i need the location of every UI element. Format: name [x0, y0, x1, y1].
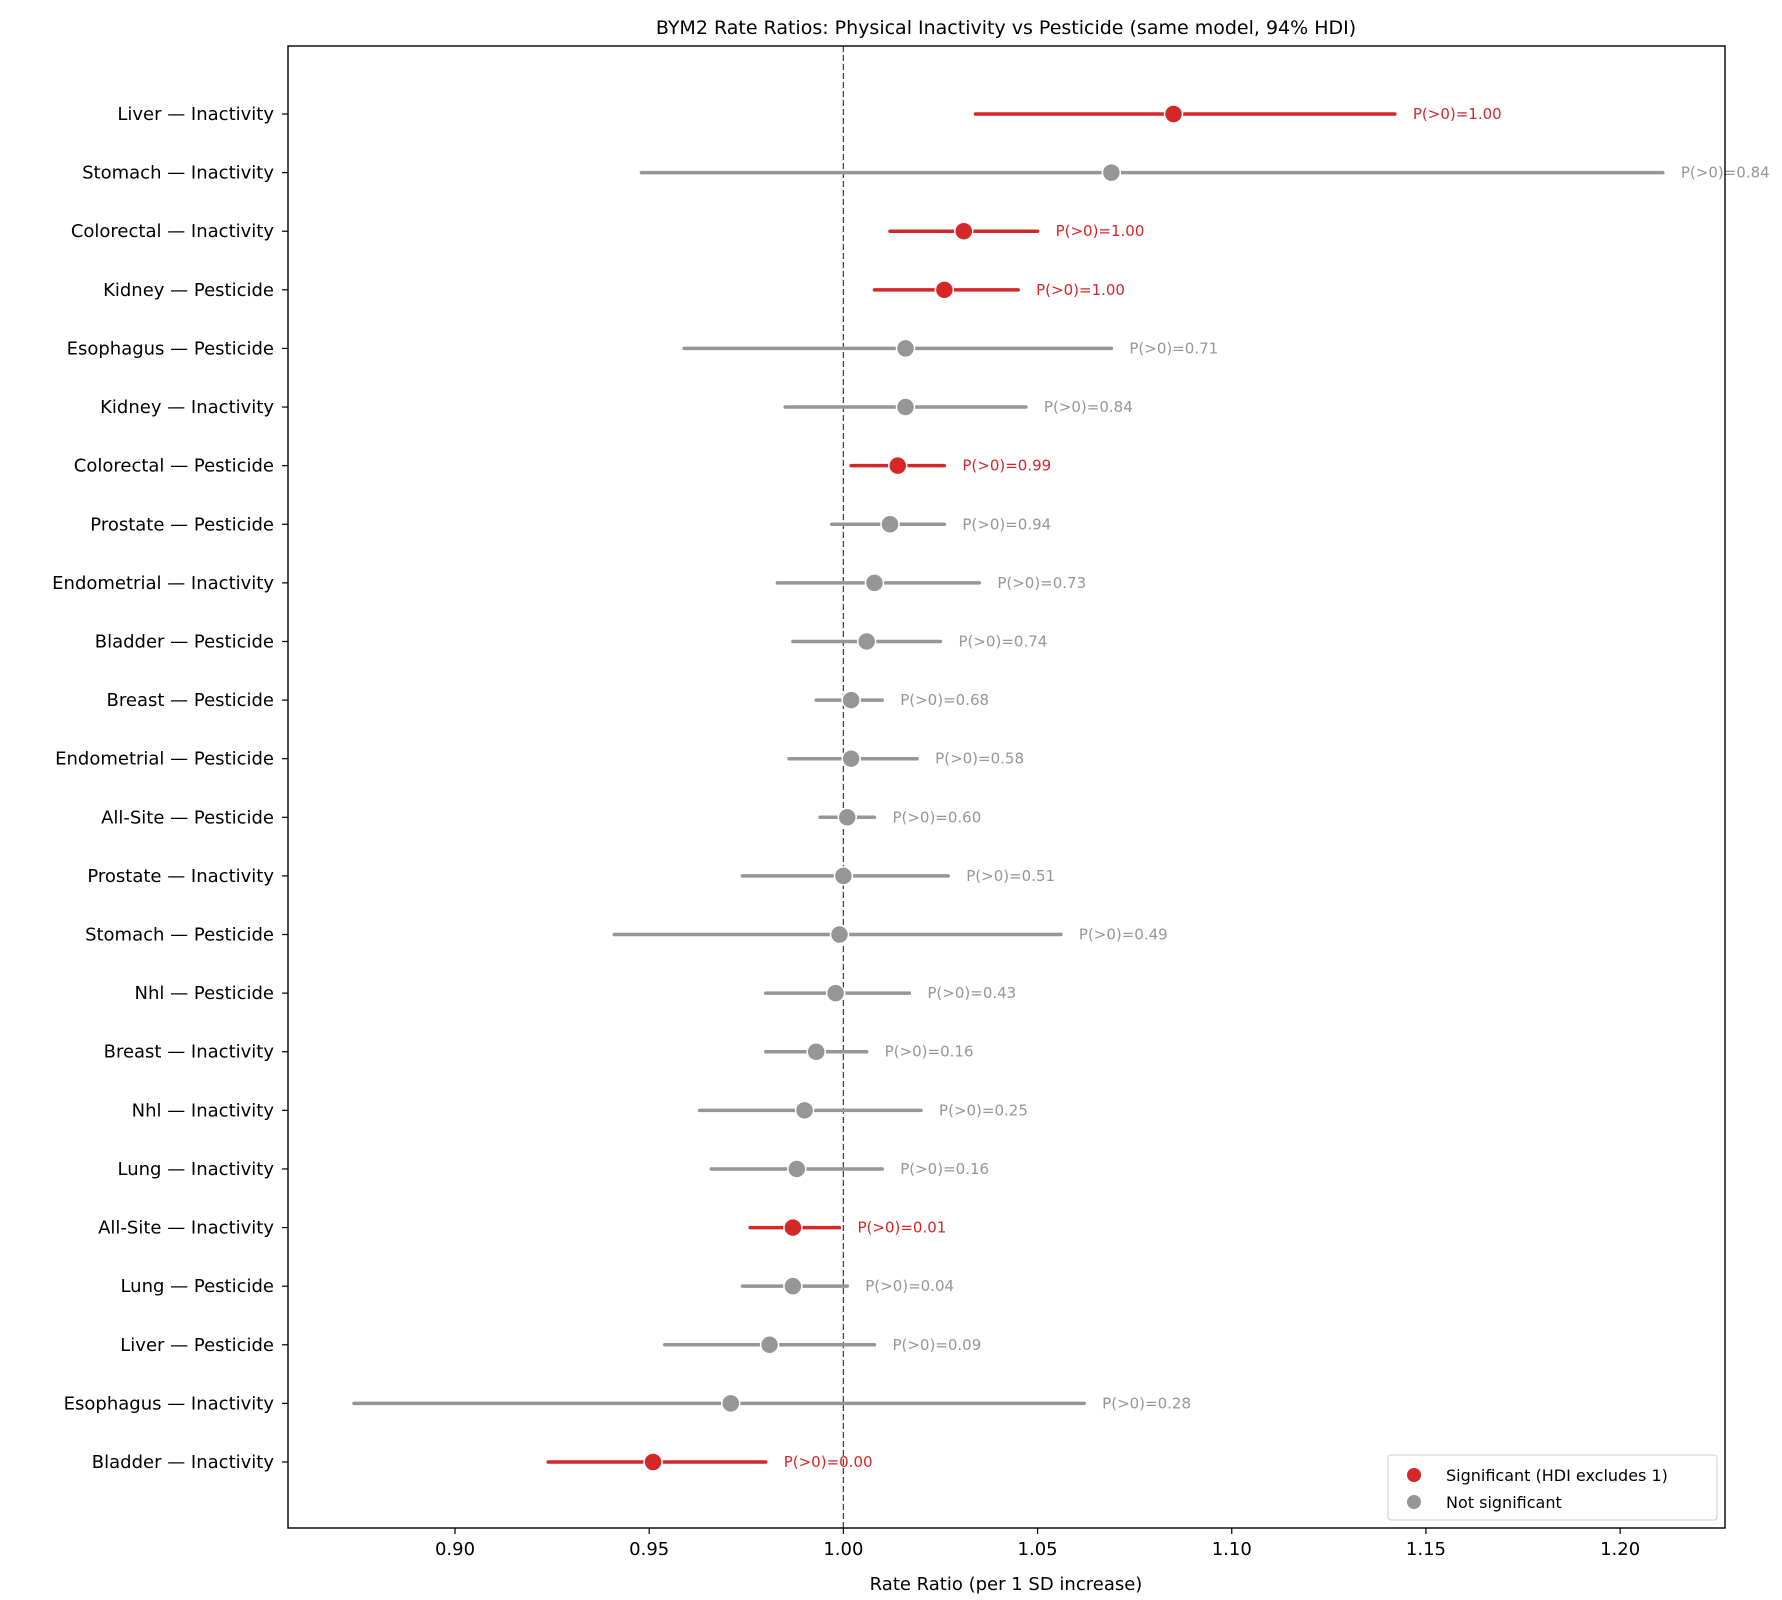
y-tick-label: Stomach — Pesticide	[85, 925, 274, 946]
legend-label: Significant (HDI excludes 1)	[1446, 1466, 1668, 1485]
probability-label: P(>0)=0.09	[892, 1336, 981, 1354]
probability-label: P(>0)=0.16	[885, 1043, 974, 1061]
probability-label: P(>0)=0.60	[892, 808, 981, 826]
probability-label: P(>0)=1.00	[1036, 281, 1125, 299]
y-tick-label: Esophagus — Pesticide	[67, 338, 274, 359]
probability-label: P(>0)=0.04	[865, 1277, 954, 1295]
y-tick-label: Kidney — Inactivity	[100, 397, 274, 418]
point-estimate	[837, 807, 858, 828]
point-estimate	[880, 514, 900, 535]
y-tick-label: Nhl — Pesticide	[135, 983, 274, 1004]
point-estimate	[759, 1335, 780, 1355]
y-tick-label: Liver — Inactivity	[117, 104, 274, 125]
point-estimate	[895, 338, 916, 359]
plot-frame	[287, 45, 1726, 1529]
y-tick-label: Breast — Inactivity	[104, 1042, 275, 1063]
probability-label: P(>0)=1.00	[1056, 222, 1145, 240]
y-tick-label: Nhl — Inactivity	[132, 1100, 275, 1121]
point-estimate	[934, 280, 955, 300]
probability-label: P(>0)=0.43	[927, 984, 1016, 1002]
y-tick-label: Endometrial — Inactivity	[52, 573, 274, 594]
point-estimate	[954, 221, 974, 241]
point-estimate	[895, 397, 916, 417]
probability-label: P(>0)=1.00	[1413, 105, 1502, 123]
point-estimate	[829, 924, 850, 945]
y-tick-label: Bladder — Inactivity	[92, 1452, 275, 1473]
probability-label: P(>0)=0.28	[1102, 1394, 1191, 1412]
point-estimate	[787, 1159, 807, 1179]
probability-label: P(>0)=0.16	[900, 1160, 989, 1178]
probability-label: P(>0)=0.73	[997, 574, 1086, 592]
point-estimate	[783, 1276, 803, 1296]
chart-title: BYM2 Rate Ratios: Physical Inactivity vs…	[656, 17, 1356, 39]
point-estimate	[643, 1452, 663, 1472]
y-tick-label: Kidney — Pesticide	[103, 280, 274, 301]
y-tick-label: Colorectal — Pesticide	[74, 456, 274, 477]
point-estimate	[1101, 162, 1122, 183]
point-estimate	[841, 690, 861, 710]
point-estimate	[783, 1217, 803, 1238]
y-tick-label: Prostate — Inactivity	[87, 866, 274, 887]
legend-marker	[1407, 1468, 1421, 1482]
x-tick-label: 0.95	[629, 1539, 669, 1560]
y-tick-label: Breast — Pesticide	[107, 690, 274, 711]
point-estimate	[888, 455, 908, 476]
y-tick-label: Lung — Pesticide	[120, 1276, 274, 1297]
x-tick-label: 1.20	[1600, 1539, 1640, 1560]
point-estimate	[841, 748, 861, 769]
y-tick-label: Bladder — Pesticide	[95, 631, 274, 652]
point-estimate	[806, 1041, 826, 1062]
y-tick-label: Stomach — Inactivity	[82, 163, 274, 184]
x-tick-label: 0.90	[435, 1539, 475, 1560]
x-tick-label: 1.15	[1406, 1539, 1446, 1560]
point-estimate	[721, 1393, 741, 1414]
legend-box	[1387, 1454, 1718, 1521]
probability-label: P(>0)=0.84	[1044, 398, 1133, 416]
y-tick-label: All-Site — Pesticide	[101, 807, 274, 828]
y-tick-label: All-Site — Inactivity	[98, 1218, 274, 1239]
y-tick-label: Liver — Pesticide	[120, 1335, 274, 1356]
x-tick-label: 1.05	[1018, 1539, 1058, 1560]
point-estimate	[864, 573, 885, 593]
legend: Significant (HDI excludes 1) Not signific…	[1387, 1454, 1718, 1521]
probability-label: P(>0)=0.94	[962, 515, 1051, 533]
legend-label: Not significant	[1446, 1493, 1562, 1512]
y-tick-label: Esophagus — Inactivity	[64, 1393, 275, 1414]
probability-label: P(>0)=0.25	[939, 1101, 1028, 1119]
probability-label: P(>0)=0.99	[962, 457, 1051, 475]
point-estimate	[825, 983, 846, 1003]
point-estimate	[1163, 104, 1184, 124]
y-tick-label: Prostate — Pesticide	[90, 514, 274, 535]
point-estimate	[833, 866, 854, 886]
probability-label: P(>0)=0.51	[966, 867, 1055, 885]
x-tick-label: 1.00	[823, 1539, 863, 1560]
point-estimate	[794, 1100, 815, 1121]
probability-label: P(>0)=0.68	[900, 691, 989, 709]
probability-label: P(>0)=0.00	[784, 1453, 873, 1471]
y-tick-label: Endometrial — Pesticide	[55, 749, 274, 770]
probability-label: P(>0)=0.01	[857, 1219, 946, 1237]
probability-label: P(>0)=0.71	[1129, 339, 1218, 357]
probability-label: P(>0)=0.74	[958, 632, 1047, 650]
y-tick-label: Colorectal — Inactivity	[71, 221, 275, 242]
x-tick-label: 1.10	[1212, 1539, 1252, 1560]
legend-marker	[1407, 1495, 1421, 1509]
probability-label: P(>0)=0.49	[1079, 926, 1168, 944]
y-tick-label: Lung — Inactivity	[118, 1159, 275, 1180]
x-axis-label: Rate Ratio (per 1 SD increase)	[870, 1574, 1143, 1595]
probability-label: P(>0)=0.58	[935, 750, 1024, 768]
point-estimate	[856, 631, 877, 652]
